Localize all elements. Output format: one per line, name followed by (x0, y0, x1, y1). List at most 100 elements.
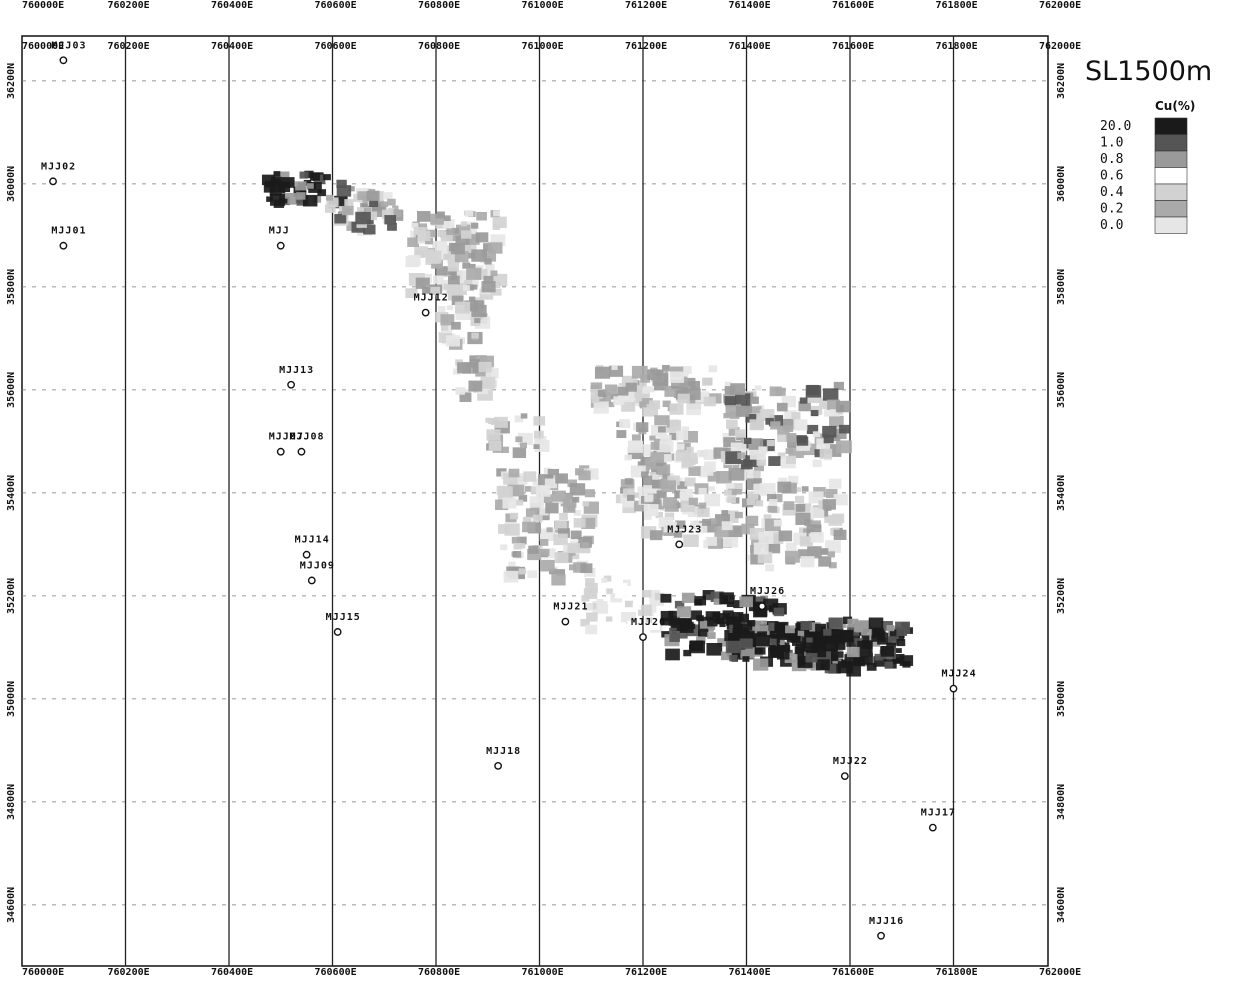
easting-tick-label: 761200E (625, 967, 667, 978)
grade-block (645, 617, 653, 623)
grade-block (734, 393, 751, 406)
grade-block (747, 620, 756, 627)
grade-block (572, 496, 580, 503)
grade-block (670, 419, 680, 427)
grade-block (490, 234, 506, 247)
grade-block (739, 469, 754, 481)
drill-hole-icon (59, 56, 68, 65)
grade-block (722, 610, 734, 620)
grade-block (366, 190, 380, 201)
grade-block (455, 301, 470, 314)
grade-block (825, 488, 838, 499)
grade-block (755, 500, 764, 507)
grade-block (498, 524, 511, 534)
grade-block (296, 192, 306, 200)
grade-block (679, 491, 691, 501)
grade-block (822, 499, 836, 510)
grade-block (662, 365, 670, 372)
grade-block (624, 454, 632, 461)
easting-tick-label: 761800E (936, 41, 978, 52)
grade-block (581, 517, 596, 529)
grade-block (698, 502, 707, 509)
grade-block (768, 499, 778, 506)
grade-block (740, 647, 755, 659)
drill-hole-label: MJJ08 (289, 432, 324, 443)
grade-block (798, 401, 811, 412)
grade-block (675, 502, 683, 509)
grade-block (726, 601, 734, 608)
grade-block (607, 401, 615, 408)
grade-block (820, 548, 828, 555)
grade-block (806, 524, 822, 537)
grade-block (806, 637, 813, 643)
grade-block (557, 528, 570, 538)
grade-block (705, 611, 721, 623)
grade-block (494, 416, 508, 428)
grade-block (642, 467, 650, 474)
grade-block (465, 233, 480, 245)
grade-block (585, 624, 598, 635)
grade-block (784, 652, 798, 664)
easting-tick-label: 760600E (315, 967, 357, 978)
grade-block (669, 633, 680, 642)
grade-block (512, 551, 522, 558)
grade-block (696, 636, 706, 645)
easting-tick-label: 761000E (522, 0, 564, 11)
grade-block (508, 561, 516, 568)
grade-block (584, 489, 595, 498)
grade-block (839, 424, 850, 434)
legend-swatch (1154, 183, 1188, 201)
grade-block (446, 228, 455, 236)
drill-hole-icon (675, 540, 684, 549)
grade-block (750, 553, 764, 565)
easting-tick-label: 760400E (211, 967, 253, 978)
grade-block (480, 376, 496, 389)
bottom-easting-ticks: 760000E 760200E 760400E 760600E 760800E 76100… (22, 967, 1081, 978)
grade-block (613, 396, 625, 406)
grade-block (734, 511, 743, 519)
grade-block (817, 638, 826, 646)
grade-block (597, 389, 607, 397)
grade-block (405, 288, 418, 299)
grade-block (688, 466, 701, 476)
grade-block (799, 397, 808, 404)
easting-tick-label: 760600E (315, 0, 357, 11)
grade-block (323, 174, 331, 181)
grade-block (704, 468, 714, 476)
grade-block (695, 391, 710, 403)
grade-block (822, 640, 838, 653)
grade-block (728, 488, 737, 496)
grade-block (596, 604, 609, 614)
grade-block (586, 612, 598, 622)
grade-block (727, 648, 740, 659)
grade-block (539, 538, 549, 546)
grade-block (532, 478, 542, 486)
grade-block (530, 486, 541, 495)
grade-block (466, 267, 482, 280)
grade-block (436, 266, 448, 276)
grade-block (742, 656, 750, 662)
grade-block (768, 505, 778, 513)
grade-block (273, 171, 281, 177)
grade-block (732, 483, 743, 492)
easting-tick-label: 760400E (211, 0, 253, 11)
northing-tick-label: 34600N (1056, 887, 1067, 923)
grade-block (795, 512, 811, 525)
grade-block (616, 430, 627, 439)
drill-hole-label: MJJ24 (942, 669, 977, 680)
grade-block (572, 553, 580, 560)
grade-block (523, 471, 537, 482)
grade-block (725, 640, 742, 654)
grade-block (827, 551, 836, 558)
grade-block (657, 464, 671, 475)
drill-hole-icon (297, 447, 306, 456)
grade-block (688, 497, 698, 506)
grade-block (764, 541, 781, 554)
grade-block (683, 430, 698, 443)
grade-block (448, 242, 460, 252)
grade-block (446, 230, 461, 242)
grade-block (624, 600, 634, 608)
grade-block (782, 418, 796, 430)
grade-block (681, 366, 692, 375)
